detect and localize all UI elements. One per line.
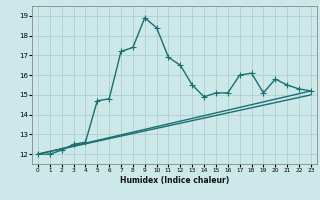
X-axis label: Humidex (Indice chaleur): Humidex (Indice chaleur): [120, 176, 229, 185]
